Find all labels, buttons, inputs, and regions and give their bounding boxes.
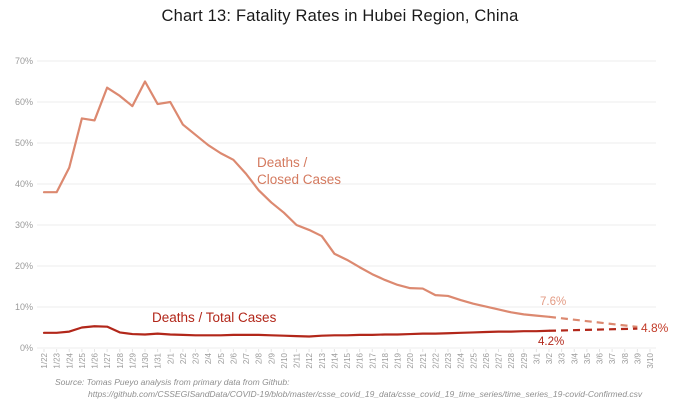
y-tick-label: 10%	[15, 302, 33, 312]
projection-line-total	[548, 327, 638, 332]
y-tick-label: 0%	[20, 343, 33, 353]
series-label-closed-cases-line2: Closed Cases	[257, 171, 342, 187]
series-label-closed-cases-line1: Deaths /	[257, 155, 308, 170]
x-tick-label: 2/1	[166, 352, 175, 364]
x-tick-label: 3/5	[583, 352, 592, 364]
x-tick-label: 3/3	[558, 352, 567, 364]
y-tick-label: 30%	[15, 220, 33, 230]
total-cases-end-value: 4.2%	[538, 336, 565, 348]
x-tick-label: 3/9	[633, 352, 642, 364]
x-tick-label: 3/10	[646, 352, 655, 368]
x-tick-label: 2/23	[444, 352, 453, 368]
series-line-total	[42, 325, 551, 338]
x-tick-label: 3/6	[596, 352, 605, 364]
x-tick-label: 2/29	[520, 352, 529, 368]
x-tick-label: 2/24	[457, 352, 466, 368]
source-attribution: Source: Tomas Pueyo analysis from primar…	[55, 377, 290, 387]
x-tick-label: 2/8	[255, 352, 264, 364]
x-tick-label: 2/5	[217, 352, 226, 364]
x-tick-label: 2/20	[406, 352, 415, 368]
x-tick-label: 2/21	[419, 352, 428, 368]
x-tick-label: 1/25	[78, 352, 87, 368]
x-tick-label: 1/24	[65, 352, 74, 368]
x-tick-label: 1/29	[128, 352, 137, 368]
y-tick-label: 20%	[15, 261, 33, 271]
x-tick-label: 3/7	[608, 352, 617, 364]
x-tick-label: 1/28	[116, 352, 125, 368]
series-line-closed	[42, 80, 551, 318]
x-tick-label: 2/11	[293, 352, 302, 368]
x-tick-label: 1/30	[141, 352, 150, 368]
x-tick-label: 2/27	[495, 352, 504, 368]
y-tick-label: 60%	[15, 97, 33, 107]
x-tick-label: 2/9	[267, 352, 276, 364]
x-tick-label: 2/19	[394, 352, 403, 368]
x-tick-label: 1/23	[53, 352, 62, 368]
chart-title: Chart 13: Fatality Rates in Hubei Region…	[161, 7, 519, 25]
x-tick-label: 2/16	[356, 352, 365, 368]
converged-projection-value: 4.8%	[641, 321, 669, 335]
y-tick-label: 50%	[15, 138, 33, 148]
y-tick-label: 70%	[15, 56, 33, 66]
x-tick-label: 2/7	[242, 352, 251, 364]
series-label-closed-cases: Deaths / Closed Cases	[257, 155, 341, 188]
x-tick-label: 2/25	[469, 352, 478, 368]
x-tick-label: 3/1	[532, 352, 541, 364]
x-tick-label: 2/4	[204, 352, 213, 364]
x-tick-label: 2/17	[368, 352, 377, 368]
x-tick-label: 2/3	[192, 352, 201, 364]
x-tick-label: 2/26	[482, 352, 491, 368]
x-tick-label: 1/31	[154, 352, 163, 368]
source-url: https://github.com/CSSEGISandData/COVID-…	[88, 389, 643, 399]
x-tick-label: 1/26	[91, 352, 100, 368]
x-tick-label: 2/13	[318, 352, 327, 368]
x-tick-label: 2/22	[431, 352, 440, 368]
series-label-total-cases: Deaths / Total Cases	[152, 310, 277, 325]
x-tick-label: 2/10	[280, 352, 289, 368]
x-tick-label: 2/14	[330, 352, 339, 368]
projection-line-closed	[548, 315, 638, 328]
x-tick-label: 3/4	[570, 352, 579, 364]
x-tick-label: 1/27	[103, 352, 112, 368]
x-tick-label: 2/18	[381, 352, 390, 368]
x-tick-label: 3/8	[621, 352, 630, 364]
x-tick-label: 1/22	[40, 352, 49, 368]
closed-cases-end-value: 7.6%	[540, 296, 567, 308]
x-tick-label: 3/2	[545, 352, 554, 364]
x-tick-label: 2/12	[305, 352, 314, 368]
x-tick-label: 2/15	[343, 352, 352, 368]
x-tick-label: 2/6	[229, 352, 238, 364]
x-tick-label: 2/2	[179, 352, 188, 364]
y-tick-label: 40%	[15, 179, 33, 189]
x-tick-label: 2/28	[507, 352, 516, 368]
